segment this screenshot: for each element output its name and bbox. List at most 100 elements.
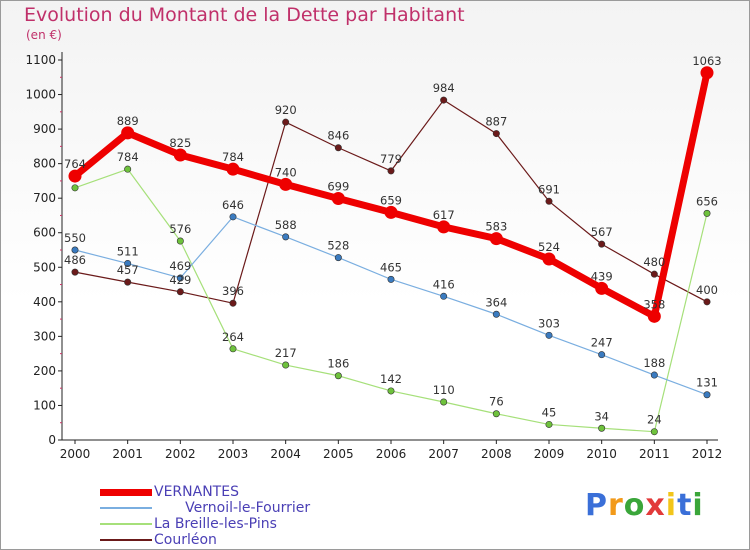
data-point bbox=[598, 351, 606, 359]
data-point bbox=[71, 268, 79, 276]
data-label: 457 bbox=[117, 263, 139, 277]
x-tick-label: 2006 bbox=[376, 447, 407, 461]
data-label: 699 bbox=[327, 180, 349, 194]
data-point bbox=[440, 96, 448, 104]
y-tick-label: 1100 bbox=[25, 53, 56, 67]
data-point bbox=[124, 278, 132, 286]
data-point bbox=[598, 424, 606, 432]
data-point bbox=[68, 169, 82, 183]
data-label: 217 bbox=[275, 346, 297, 360]
data-point bbox=[331, 192, 345, 206]
data-label: 825 bbox=[169, 136, 191, 150]
x-tick-label: 2010 bbox=[586, 447, 617, 461]
legend: VERNANTES Vernoil-le-Fourrier La Breille-… bbox=[100, 484, 360, 548]
data-point bbox=[229, 213, 237, 221]
data-label: 45 bbox=[542, 405, 557, 419]
y-tick-label: 0 bbox=[48, 433, 56, 447]
data-point bbox=[124, 165, 132, 173]
data-point bbox=[650, 428, 658, 436]
legend-swatch bbox=[100, 539, 152, 541]
data-point bbox=[703, 298, 711, 306]
data-point bbox=[650, 270, 658, 278]
data-label: 24 bbox=[647, 413, 662, 427]
x-tick-label: 2000 bbox=[60, 447, 91, 461]
data-point bbox=[176, 274, 184, 282]
data-point bbox=[124, 259, 132, 267]
data-label: 429 bbox=[169, 273, 191, 287]
data-point bbox=[492, 310, 500, 318]
data-label: 764 bbox=[64, 157, 86, 171]
data-label: 920 bbox=[275, 103, 297, 117]
x-tick-label: 2011 bbox=[639, 447, 670, 461]
data-label: 779 bbox=[380, 152, 402, 166]
data-label: 76 bbox=[489, 395, 504, 409]
logo-letter: P bbox=[585, 488, 608, 523]
y-tick-label: 300 bbox=[33, 329, 56, 343]
data-point bbox=[440, 398, 448, 406]
data-point bbox=[282, 118, 290, 126]
x-tick-label: 2008 bbox=[481, 447, 512, 461]
data-point bbox=[176, 237, 184, 245]
x-tick-label: 2012 bbox=[692, 447, 723, 461]
legend-item: La Breille-les-Pins bbox=[100, 516, 360, 532]
data-label: 984 bbox=[433, 81, 455, 95]
data-point bbox=[384, 205, 398, 219]
data-point bbox=[229, 345, 237, 353]
y-tick-label: 900 bbox=[33, 122, 56, 136]
series-layer bbox=[68, 66, 714, 436]
x-tick-label: 2005 bbox=[323, 447, 354, 461]
data-label: 358 bbox=[643, 297, 665, 311]
x-tick-label: 2007 bbox=[428, 447, 459, 461]
y-tick-label: 200 bbox=[33, 364, 56, 378]
data-label: 264 bbox=[222, 330, 244, 344]
data-label: 846 bbox=[327, 129, 349, 143]
legend-label: La Breille-les-Pins bbox=[154, 516, 277, 532]
data-point bbox=[492, 410, 500, 418]
data-label: 486 bbox=[64, 253, 86, 267]
data-label: 784 bbox=[117, 150, 139, 164]
data-point bbox=[545, 420, 553, 428]
x-tick-label: 2002 bbox=[165, 447, 196, 461]
data-point bbox=[595, 281, 609, 295]
data-point bbox=[387, 275, 395, 283]
data-label: 617 bbox=[433, 208, 455, 222]
data-label: 131 bbox=[696, 376, 718, 390]
data-label: 576 bbox=[169, 222, 191, 236]
x-tick-label: 2004 bbox=[270, 447, 301, 461]
data-label: 34 bbox=[594, 409, 609, 423]
data-point bbox=[173, 148, 187, 162]
data-label: 396 bbox=[222, 284, 244, 298]
data-point bbox=[437, 220, 451, 234]
data-label: 567 bbox=[591, 225, 613, 239]
data-point bbox=[545, 331, 553, 339]
data-label: 659 bbox=[380, 193, 402, 207]
y-tick-label: 500 bbox=[33, 260, 56, 274]
data-point bbox=[282, 233, 290, 241]
data-point bbox=[647, 309, 661, 323]
legend-item: Courléon bbox=[100, 532, 360, 548]
data-label: 400 bbox=[696, 283, 718, 297]
data-label: 1063 bbox=[692, 54, 721, 68]
data-point bbox=[703, 391, 711, 399]
data-point bbox=[279, 177, 293, 191]
data-label: 511 bbox=[117, 244, 139, 258]
data-label: 528 bbox=[327, 239, 349, 253]
data-label: 186 bbox=[327, 357, 349, 371]
y-tick-label: 800 bbox=[33, 157, 56, 171]
axes: 0 100 200 300 400 500 600 700 800 900 1000 1100 2000… bbox=[25, 52, 722, 461]
data-label: 303 bbox=[538, 316, 560, 330]
data-point bbox=[489, 232, 503, 246]
data-label: 588 bbox=[275, 218, 297, 232]
legend-label: VERNANTES bbox=[154, 484, 239, 500]
data-point bbox=[387, 167, 395, 175]
data-point bbox=[650, 371, 658, 379]
data-label: 188 bbox=[643, 356, 665, 370]
data-point bbox=[334, 254, 342, 262]
logo-letter: o bbox=[623, 488, 646, 523]
data-point bbox=[71, 246, 79, 254]
y-tick-label: 600 bbox=[33, 226, 56, 240]
data-label: 416 bbox=[433, 277, 455, 291]
data-point bbox=[226, 162, 240, 176]
